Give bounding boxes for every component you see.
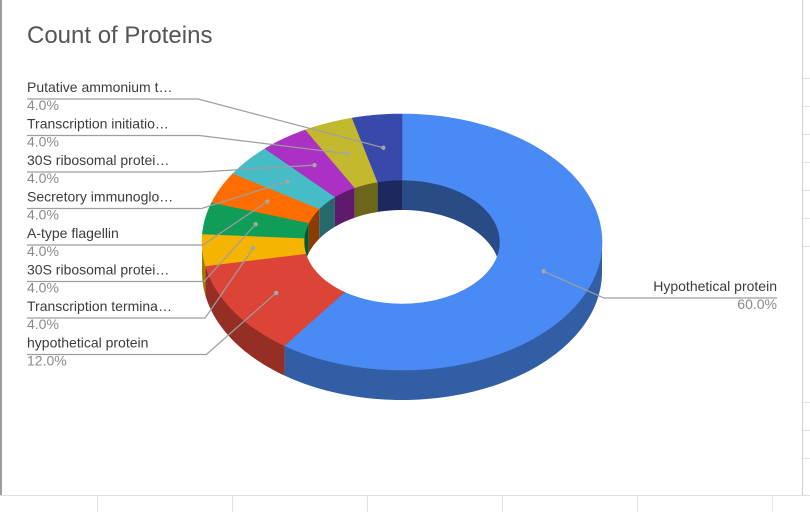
leader-line [27,292,277,356]
slice-percent: 4.0% [27,207,59,223]
grid-tick [637,496,638,512]
leader-line [27,201,268,246]
slice-inner-wall [334,187,355,227]
side-tick [803,78,810,79]
side-tick [803,162,810,163]
slice-label: Secretory immunoglo… [27,189,173,205]
side-tick [803,402,810,403]
leader-line [543,270,777,299]
side-tick [803,106,810,107]
slice-percent: 4.0% [27,134,59,150]
slice-percent: 60.0% [737,296,777,312]
leader-line [27,223,257,283]
slice-inner-wall [308,208,320,253]
frame-right-border [802,0,803,495]
chart-inner-walls [304,180,500,272]
leader-line [27,134,348,155]
slice-label: A-type flagellin [27,225,119,241]
slice-percent: 12.0% [27,353,67,369]
frame-left-border [0,0,2,495]
grid-tick [772,496,773,512]
slice-inner-wall [377,180,402,212]
grid-tick [232,496,233,512]
slice-label: Putative ammonium t… [27,79,173,95]
slice-percent: 4.0% [27,316,59,332]
side-tick [803,246,810,247]
slice-label: 30S ribosomal protei… [27,152,169,168]
leader-line [27,164,315,173]
slice-top [351,113,403,183]
leader-line [27,180,288,210]
slice-percent: 4.0% [27,170,59,186]
grid-tick [502,496,503,512]
grid-tick [367,496,368,512]
side-tick [803,218,810,219]
leader-line [27,98,384,149]
slice-label: Hypothetical protein [653,278,777,294]
frame-bottom-line [0,495,810,496]
slice-side-wall [284,242,602,400]
slice-percent: 4.0% [27,280,59,296]
side-tick [803,134,810,135]
side-tick [803,430,810,431]
side-tick [803,458,810,459]
slice-label: Transcription termina… [27,298,172,314]
slice-inner-wall [402,180,500,272]
slice-inner-wall [319,196,335,239]
slice-labels: Putative ammonium t… 4.0% Transcription in… [27,79,777,369]
grid-tick [97,496,98,512]
chart-title: Count of Proteins [27,22,213,49]
side-tick [803,190,810,191]
slice-label: hypothetical protein [27,335,148,351]
chart-top-faces [201,113,603,371]
slice-label: 30S ribosomal protei… [27,262,169,278]
slice-percent: 4.0% [27,243,59,259]
slice-percent: 4.0% [27,97,59,113]
slice-inner-wall [354,181,378,218]
leader-lines [27,98,777,356]
slice-side-wall [205,265,285,376]
slice-label: Transcription initiatio… [27,116,169,132]
leader-line [27,247,254,319]
